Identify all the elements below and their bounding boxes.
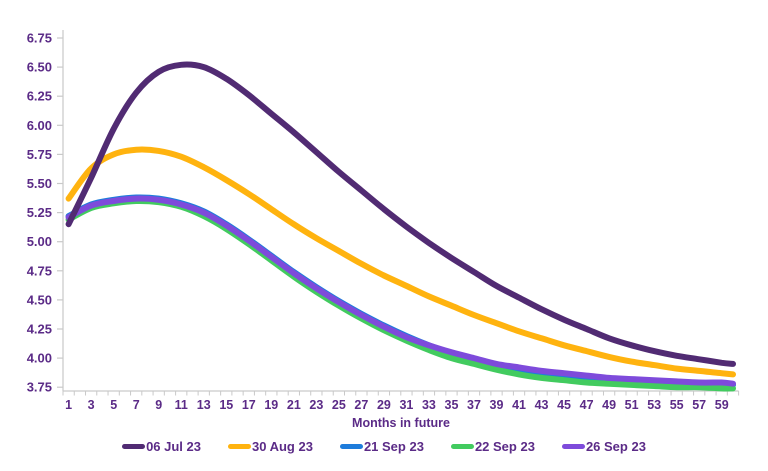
x-tick-label: 21 xyxy=(287,398,301,412)
x-tick-label: 51 xyxy=(625,398,639,412)
y-tick-label: 5.75 xyxy=(27,147,52,162)
x-tick-label: 25 xyxy=(332,398,346,412)
x-tick-label: 41 xyxy=(512,398,526,412)
series-lines xyxy=(65,61,736,392)
y-tick-label: 3.75 xyxy=(27,380,52,395)
x-tick-label: 13 xyxy=(197,398,211,412)
legend-label: 21 Sep 23 xyxy=(363,438,424,454)
y-tick-label: 6.50 xyxy=(27,60,52,75)
legend-swatch xyxy=(561,443,585,449)
y-tick-label: 4.75 xyxy=(27,263,52,278)
legend-item-21-sep-23: 21 Sep 23 xyxy=(339,438,424,454)
x-tick-label: 35 xyxy=(445,398,459,412)
x-tick-label: 9 xyxy=(155,398,162,412)
x-tick-label: 53 xyxy=(647,398,661,412)
legend-swatch xyxy=(339,443,363,449)
x-tick-label: 7 xyxy=(133,398,140,412)
x-axis-title: Months in future xyxy=(352,416,450,430)
legend-label: 26 Sep 23 xyxy=(585,438,646,454)
y-tick-label: 4.25 xyxy=(27,322,52,337)
x-tick-label: 57 xyxy=(692,398,706,412)
x-tick-label: 37 xyxy=(467,398,481,412)
y-tick-label: 4.50 xyxy=(27,292,52,307)
x-tick-label: 47 xyxy=(580,398,594,412)
legend-swatch xyxy=(122,443,146,449)
x-tick-label: 39 xyxy=(490,398,504,412)
plot-area: 3.75 4.00 4.25 4.50 4.75 5.00 5.25 5.50 5.75 6.00… xyxy=(27,30,740,430)
x-tick-label: 3 xyxy=(88,398,95,412)
x-tick-label: 33 xyxy=(422,398,436,412)
x-tick-label: 31 xyxy=(399,398,413,412)
y-tick-label: 6.00 xyxy=(27,118,52,133)
x-tick-label: 19 xyxy=(264,398,278,412)
x-tick-label: 43 xyxy=(535,398,549,412)
legend-item-26-sep-23: 26 Sep 23 xyxy=(561,438,646,454)
y-tick-label: 6.75 xyxy=(27,31,52,46)
x-tick-label: 17 xyxy=(242,398,256,412)
y-tick-label: 5.50 xyxy=(27,176,52,191)
axes: 3.75 4.00 4.25 4.50 4.75 5.00 5.25 5.50 5.75 6.00… xyxy=(27,30,740,412)
x-tick-label: 45 xyxy=(557,398,571,412)
legend-label: 06 Jul 23 xyxy=(146,438,201,454)
x-tick-label: 59 xyxy=(715,398,729,412)
legend-item-30-aug-23: 30 Aug 23 xyxy=(228,439,313,454)
legend-swatch xyxy=(450,443,474,449)
x-tick-label: 15 xyxy=(219,398,233,412)
legend-label: 30 Aug 23 xyxy=(252,438,313,454)
y-tick-label: 4.00 xyxy=(27,351,52,366)
x-tick-label: 11 xyxy=(175,398,188,412)
y-tick-label: 6.25 xyxy=(27,89,52,104)
x-tick-label: 5 xyxy=(110,398,117,412)
x-tick-label: 27 xyxy=(354,398,368,412)
series-line-06-jul-23 xyxy=(65,61,736,367)
series-line-30-aug-23 xyxy=(65,146,736,378)
x-tick-label: 49 xyxy=(602,398,616,412)
x-tick-label: 1 xyxy=(65,398,72,412)
y-tick-label: 5.25 xyxy=(27,205,52,220)
series-line-26-sep-23 xyxy=(65,195,736,387)
x-tick-label: 29 xyxy=(377,398,391,412)
y-tick-label: 5.00 xyxy=(27,234,52,249)
chart-legend: 06 Jul 23 30 Aug 23 21 Sep 23 22 Sep 23 26 S… xyxy=(0,427,768,465)
legend-label: 22 Sep 23 xyxy=(474,438,535,454)
legend-item-22-sep-23: 22 Sep 23 xyxy=(450,438,535,454)
legend-swatch xyxy=(228,443,251,449)
x-tick-label: 23 xyxy=(309,398,323,412)
legend-item-06-jul-23: 06 Jul 23 xyxy=(122,439,201,454)
x-tick-label: 55 xyxy=(670,398,684,412)
